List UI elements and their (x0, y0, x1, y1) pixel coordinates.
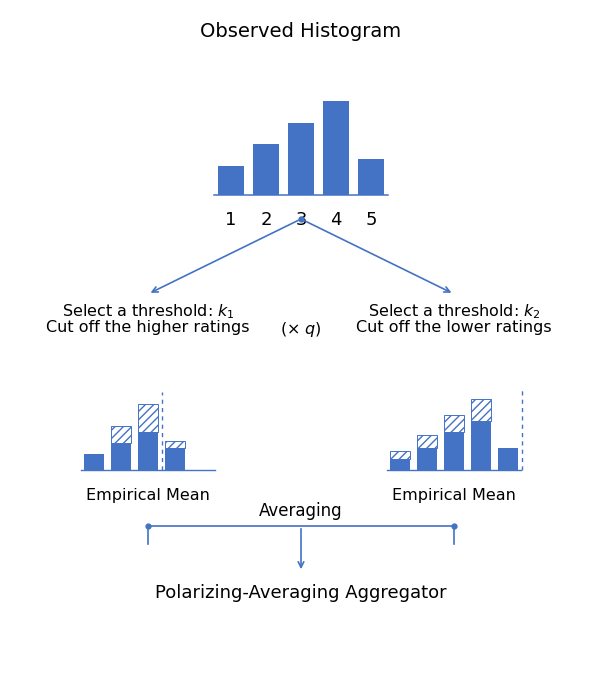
Text: Empirical Mean: Empirical Mean (86, 488, 210, 503)
Text: Polarizing-Averaging Aggregator: Polarizing-Averaging Aggregator (155, 584, 447, 602)
Bar (417, 448, 437, 470)
Bar (138, 404, 158, 432)
Bar (417, 435, 437, 448)
Text: (× $q$): (× $q$) (280, 320, 322, 339)
Bar (218, 166, 244, 195)
Text: 4: 4 (330, 211, 342, 229)
Text: 5: 5 (365, 211, 377, 229)
Text: Select a threshold: $k_1$: Select a threshold: $k_1$ (61, 302, 234, 321)
Bar (323, 101, 349, 195)
Bar (253, 145, 279, 195)
Bar (471, 421, 491, 470)
Bar (444, 432, 464, 470)
Bar (165, 441, 185, 448)
Bar (471, 398, 491, 421)
Text: 3: 3 (295, 211, 307, 229)
Bar (390, 459, 410, 470)
Text: Select a threshold: $k_2$: Select a threshold: $k_2$ (368, 302, 541, 321)
Bar (444, 415, 464, 432)
Bar (358, 159, 384, 195)
Bar (138, 432, 158, 470)
Text: Cut off the higher ratings: Cut off the higher ratings (46, 320, 250, 335)
Text: Cut off the lower ratings: Cut off the lower ratings (356, 320, 552, 335)
Bar (390, 451, 410, 459)
Bar (165, 448, 185, 470)
Text: Empirical Mean: Empirical Mean (392, 488, 516, 503)
Text: Observed Histogram: Observed Histogram (200, 22, 402, 41)
Bar (288, 123, 314, 195)
Text: 2: 2 (260, 211, 272, 229)
Text: 1: 1 (225, 211, 237, 229)
Text: Averaging: Averaging (259, 502, 343, 520)
Bar (111, 426, 131, 443)
Bar (498, 448, 518, 470)
Bar (111, 443, 131, 470)
Bar (84, 454, 104, 470)
